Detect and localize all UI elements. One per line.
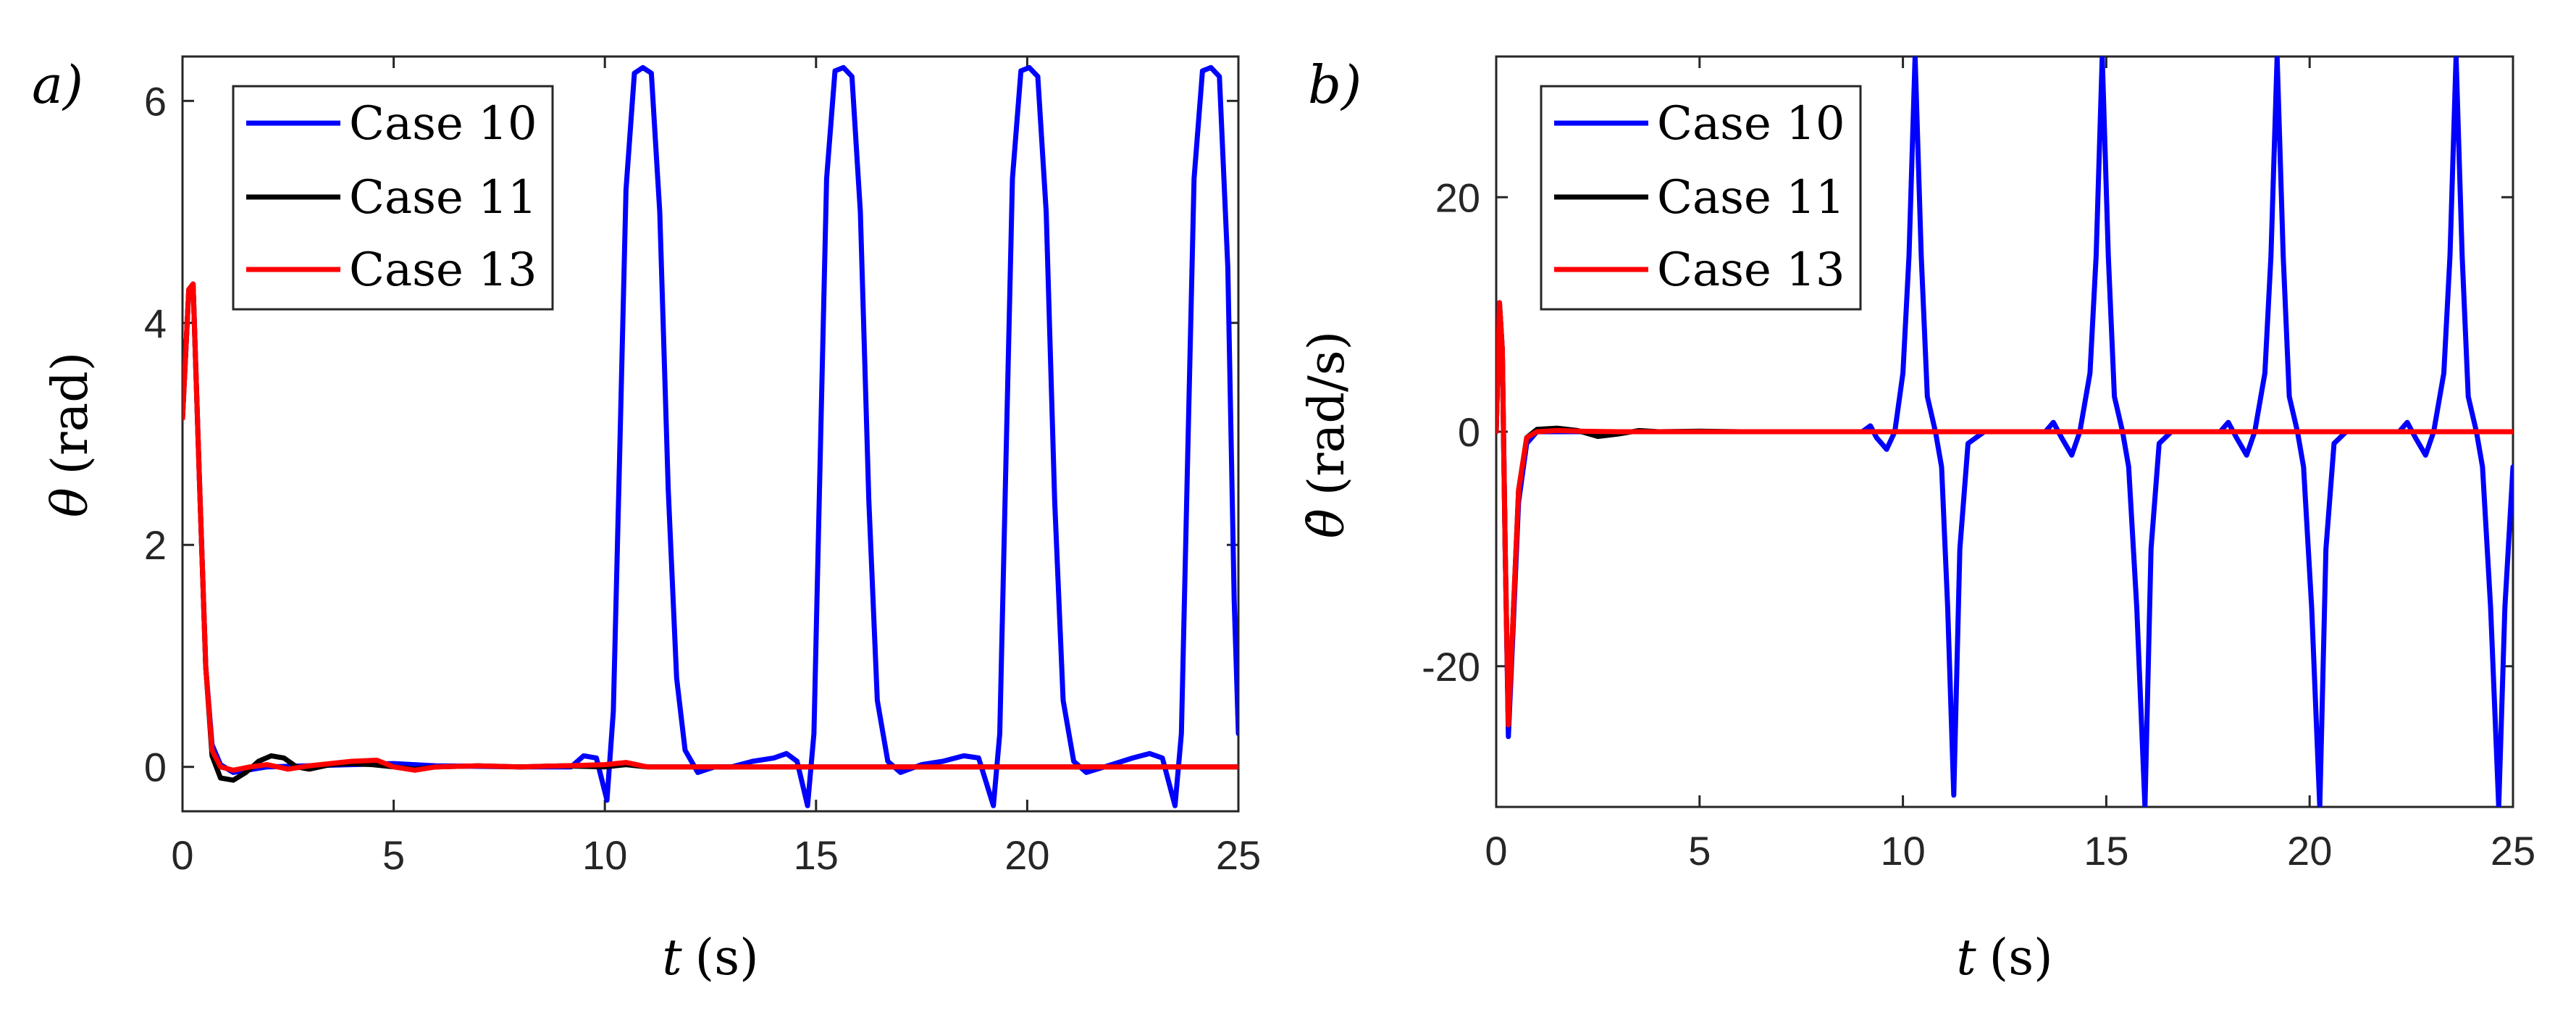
series-a (182, 64, 1238, 808)
x-tick-label-b: 10 (1880, 828, 1925, 874)
legend-label-a-case-13: Case 13 (349, 243, 537, 297)
y-axis-symbol-a: θ (42, 487, 99, 517)
x-axis-label-a: t (s) (662, 929, 758, 987)
panel-a: 0 5 10 15 20 25 0 2 4 6 a) t (s) θ (rad) Case 10 Ca… (32, 54, 1261, 987)
legend-label-b-case-11: Case 11 (1657, 171, 1845, 225)
x-axis-symbol-b: t (1956, 929, 1976, 987)
legend-b: Case 10 Case 11 Case 13 (1540, 85, 1862, 311)
ticks-b: 0 5 10 15 20 25 -20 0 20 (1422, 56, 2535, 874)
y-axis-unit-a: (rad) (42, 352, 99, 475)
x-tick-label-a: 10 (582, 832, 627, 878)
legend-label-b-case-10: Case 10 (1657, 97, 1845, 151)
x-tick-label-b: 0 (1485, 828, 1507, 874)
x-tick-label-b: 15 (2084, 828, 2128, 874)
series-line-a-case-13 (182, 281, 1238, 773)
series-line-b-case-10 (1496, 56, 2513, 807)
y-tick-label-a: 4 (144, 301, 167, 346)
x-axis-unit-b: (s) (1989, 929, 2053, 987)
x-axis-label-b: t (s) (1956, 929, 2052, 987)
panel-label-a: a) (32, 54, 83, 115)
x-tick-label-a: 5 (382, 832, 405, 878)
x-tick-label-a: 25 (1216, 832, 1261, 878)
x-tick-label-b: 25 (2491, 828, 2535, 874)
series-b (1496, 56, 2513, 807)
y-axis-symbol-b: θ̇ (1299, 508, 1356, 538)
y-tick-label-b: -20 (1422, 644, 1480, 690)
x-tick-label-a: 20 (1004, 832, 1049, 878)
legend-label-a-case-11: Case 11 (349, 171, 537, 225)
x-tick-label-b: 5 (1688, 828, 1711, 874)
y-axis-unit-b: (rad/s) (1299, 331, 1356, 495)
y-tick-label-a: 6 (144, 78, 167, 124)
series-line-b-case-13 (1496, 300, 2513, 728)
x-axis-unit-a: (s) (695, 929, 759, 987)
y-tick-label-b: 0 (1458, 409, 1480, 455)
legend-label-b-case-13: Case 13 (1657, 243, 1845, 297)
x-tick-label-a: 0 (171, 832, 193, 878)
panel-label-b: b) (1308, 54, 1362, 115)
legend-label-a-case-10: Case 10 (349, 97, 537, 151)
panel-b: 0 5 10 15 20 25 -20 0 20 b) t (s) θ̇ (rad/s) Case … (1299, 54, 2535, 987)
y-tick-label-a: 0 (144, 745, 167, 790)
y-axis-label-a: θ (rad) (42, 352, 99, 518)
y-tick-label-b: 20 (1435, 175, 1480, 220)
legend-a: Case 10 Case 11 Case 13 (232, 85, 554, 311)
ticks-a: 0 5 10 15 20 25 0 2 4 6 (144, 56, 1261, 878)
x-axis-symbol-a: t (662, 929, 682, 987)
x-tick-label-a: 15 (794, 832, 839, 878)
x-tick-label-b: 20 (2287, 828, 2332, 874)
y-axis-label-b: θ̇ (rad/s) (1299, 331, 1356, 538)
y-tick-label-a: 2 (144, 522, 167, 568)
